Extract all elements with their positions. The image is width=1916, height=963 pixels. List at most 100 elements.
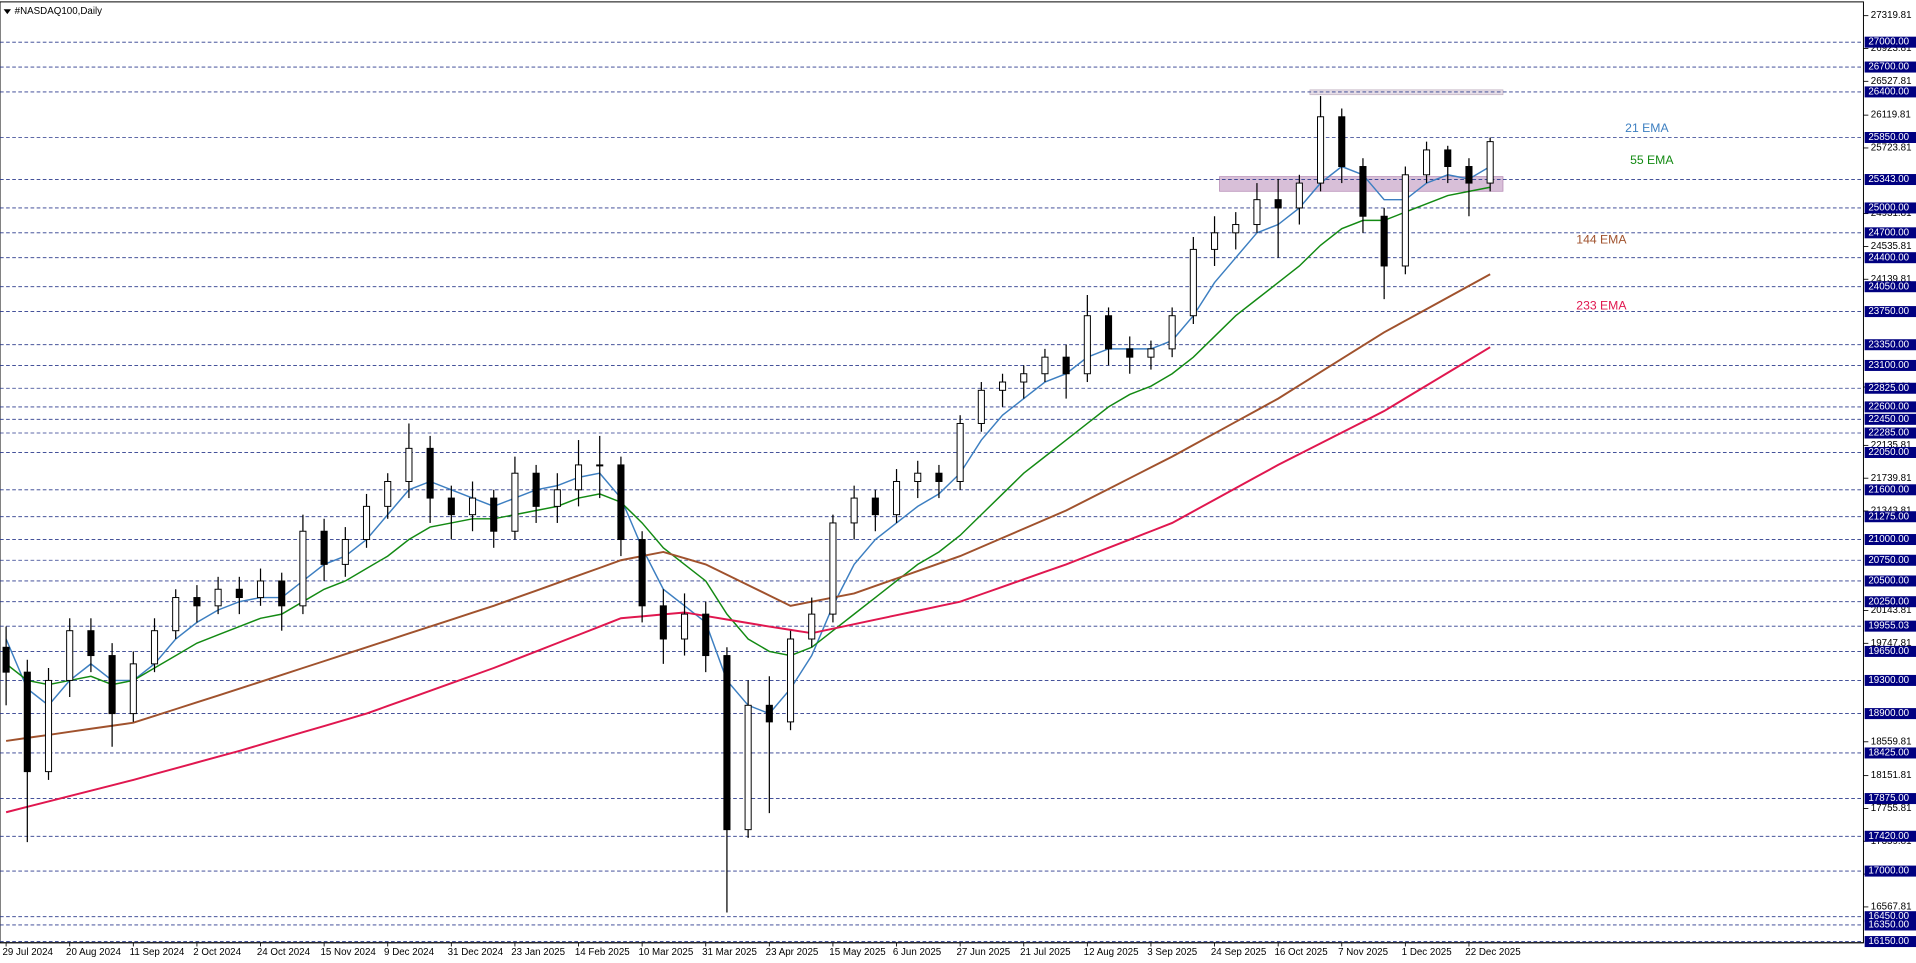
ema-lines: 21 EMA 55 EMA 144 EMA 233 EMA [5,121,1674,814]
level-label: 22285.00 [1868,428,1909,439]
level-label-box [1864,596,1916,608]
level-label: 21600.00 [1868,484,1909,495]
x-tick-label: 2 Oct 2024 [193,947,241,958]
candle-body [1423,149,1431,176]
candle-body [1062,356,1070,375]
chart-title: #NASDAQ100,Daily [15,6,103,17]
axes: 27319.81 26923.81 26527.81 26119.81 25723.81… [0,10,1916,958]
candle-body [680,613,689,640]
candle-body [956,422,964,482]
level-label: 23100.00 [1868,360,1909,371]
candle-body [998,381,1007,391]
candle-body [44,679,53,773]
level-label: 20250.00 [1868,596,1909,607]
ema-line [5,273,1491,742]
x-tick-label: 22 Dec 2025 [1465,947,1521,958]
candle-body [1232,224,1240,234]
level-label: 19650.00 [1868,646,1909,657]
x-tick-label: 10 Mar 2025 [638,947,693,958]
x-tick-label: 23 Jan 2025 [511,947,565,958]
level-label: 17420.00 [1868,831,1909,842]
level-label-box [1864,484,1916,496]
candle-body [23,671,31,773]
level-label: 23750.00 [1868,306,1909,317]
candle-body [490,497,498,532]
level-label-box [1864,865,1916,877]
candle-body [235,588,243,599]
candle-body [1465,166,1473,184]
level-label-box [1864,174,1916,186]
level-label-box [1864,306,1916,318]
candle-body [829,522,837,615]
y-tick-label: 17755.81 [1871,803,1912,814]
candle-body [278,580,286,607]
level-label: 25000.00 [1868,203,1909,214]
candle-body [1317,116,1325,184]
x-tick-label: 3 Sep 2025 [1147,947,1198,958]
level-label-box [1864,61,1916,73]
x-tick-label: 11 Sep 2024 [130,947,185,958]
level-label-box [1864,534,1916,546]
candle-body [256,580,265,599]
level-label-box [1864,708,1916,720]
candle-body [1253,199,1261,226]
x-tick-label: 15 Nov 2024 [320,947,376,958]
x-tick-label: 23 Apr 2025 [766,947,819,958]
x-tick-label: 20 Aug 2024 [66,947,121,958]
level-label-box [1864,919,1916,931]
level-label-box [1864,936,1916,948]
candle-body [1211,232,1219,250]
candle-body [871,497,879,516]
level-label: 22450.00 [1868,414,1909,425]
level-label: 26700.00 [1868,62,1909,73]
candle-body [850,497,858,524]
level-label: 17875.00 [1868,793,1909,804]
level-label: 24050.00 [1868,281,1909,292]
candle-body [935,472,943,482]
candle-body [1295,182,1303,209]
candle-body [150,630,159,665]
level-label: 24700.00 [1868,227,1909,238]
candle-body [659,605,667,640]
candle-body [129,663,137,715]
level-label-box [1864,36,1916,48]
level-label-box [1864,359,1916,371]
level-label: 22825.00 [1868,383,1909,394]
y-tick-label: 26119.81 [1871,110,1911,121]
candle-body [1486,141,1494,184]
candle-body [1041,356,1049,375]
level-label: 18900.00 [1868,708,1909,719]
candle-body [320,530,328,565]
level-label-box [1864,86,1916,98]
y-tick-label: 24931.81 [1871,208,1912,219]
candle-body [977,389,985,424]
level-label: 16150.00 [1868,936,1909,947]
candle-body [1338,116,1346,168]
x-tick-label: 1 Dec 2025 [1402,947,1453,958]
level-label: 26400.00 [1868,86,1909,97]
y-tick-label: 26923.81 [1871,43,1912,54]
y-tick-label: 18151.81 [1871,770,1912,781]
candle-body [1126,348,1134,358]
x-tick-label: 31 Mar 2025 [702,947,757,958]
y-tick-label: 27319.81 [1871,10,1912,21]
candle-body [362,505,371,541]
level-label: 16350.00 [1868,920,1909,931]
level-label: 24400.00 [1868,252,1909,263]
y-tick-label: 21739.81 [1871,473,1912,484]
x-tick-label: 29 Jul 2024 [2,947,53,958]
x-tick-label: 9 Dec 2024 [384,947,435,958]
candle-body [108,655,116,715]
candle-body [1444,149,1452,168]
level-label-box [1864,281,1916,293]
level-label-box [1864,620,1916,632]
level-label: 23350.00 [1868,339,1909,350]
y-tick-label: 20143.81 [1871,605,1912,616]
candle-body [87,630,95,657]
candle-body [341,539,349,565]
candle-body [1274,199,1282,209]
level-label: 22600.00 [1868,401,1909,412]
x-tick-label: 14 Feb 2025 [575,947,630,958]
level-label: 22050.00 [1868,447,1909,458]
